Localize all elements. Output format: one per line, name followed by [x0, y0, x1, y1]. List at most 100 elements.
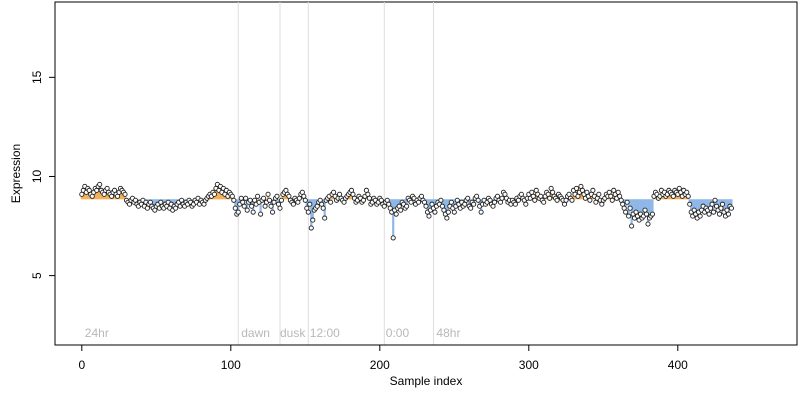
- data-point: [670, 193, 676, 199]
- data-point: [390, 235, 396, 241]
- data-point: [716, 211, 723, 217]
- annotation-label: dawn: [241, 326, 270, 340]
- x-axis-label: Sample index: [390, 374, 463, 388]
- data-point: [398, 207, 404, 213]
- plot-frame: [54, 1, 798, 346]
- x-tick-label: 100: [221, 358, 241, 372]
- data-point: [478, 209, 484, 215]
- data-point: [211, 191, 217, 197]
- data-point: [267, 197, 273, 203]
- data-point: [711, 209, 717, 215]
- data-point: [235, 209, 241, 215]
- data-point: [444, 215, 450, 221]
- data-point: [243, 195, 249, 201]
- data-point: [122, 191, 128, 197]
- data-point: [307, 201, 313, 207]
- annotation-label: 0:00: [386, 326, 410, 340]
- data-point: [475, 197, 481, 203]
- y-tick-label: 15: [30, 70, 44, 84]
- data-point: [728, 205, 734, 211]
- annotation-label: 24hr: [85, 326, 109, 340]
- data-point: [249, 203, 255, 209]
- data-point: [393, 211, 399, 217]
- data-point: [277, 205, 283, 211]
- data-point: [278, 197, 285, 203]
- data-point: [569, 197, 575, 203]
- data-point: [471, 201, 477, 207]
- data-point: [290, 201, 296, 207]
- data-point: [643, 211, 650, 217]
- y-axis: 5 10 15: [30, 70, 56, 279]
- data-point: [404, 203, 410, 209]
- data-point: [426, 213, 432, 219]
- data-point: [626, 213, 632, 219]
- annotation-label: 48hr: [436, 326, 460, 340]
- data-point: [438, 197, 444, 203]
- data-point: [255, 193, 261, 199]
- data-point: [627, 205, 633, 211]
- data-point: [232, 205, 238, 211]
- data-point: [709, 201, 715, 207]
- data-point: [310, 217, 316, 223]
- data-point: [231, 197, 237, 203]
- data-point: [629, 223, 635, 229]
- data-point: [244, 207, 250, 213]
- data-point: [268, 203, 274, 209]
- data-point: [265, 191, 271, 197]
- data-point: [432, 209, 438, 215]
- annotation-labels: 24hr dawn dusk 12:00 0:00 48hr: [85, 326, 461, 340]
- data-point: [573, 185, 580, 191]
- data-point: [445, 209, 451, 215]
- data-point: [247, 197, 253, 203]
- data-point: [541, 199, 547, 205]
- y-axis-label: Expression: [9, 144, 23, 203]
- data-point: [687, 201, 693, 207]
- divider-lines: [237, 2, 434, 345]
- data-point: [719, 201, 726, 207]
- data-points: [79, 181, 734, 241]
- data-point: [465, 195, 471, 201]
- data-point: [547, 195, 553, 201]
- data-point: [468, 205, 474, 211]
- data-point: [322, 215, 328, 221]
- data-point: [328, 199, 334, 205]
- data-point: [408, 199, 414, 205]
- data-point: [523, 201, 529, 207]
- data-point: [649, 211, 656, 217]
- data-point: [624, 199, 630, 205]
- data-point: [706, 211, 712, 217]
- data-point: [512, 201, 518, 207]
- x-tick-label: 200: [370, 358, 390, 372]
- data-point: [609, 197, 615, 203]
- data-point: [366, 195, 372, 201]
- data-point: [685, 193, 691, 199]
- data-point: [596, 191, 602, 197]
- data-point: [725, 211, 732, 217]
- data-point: [261, 195, 267, 201]
- data-point: [320, 205, 326, 211]
- data-point: [250, 209, 256, 215]
- data-point: [302, 197, 308, 203]
- annotation-label: dusk: [280, 326, 306, 340]
- data-point: [448, 199, 454, 205]
- annotation-label: 12:00: [310, 326, 340, 340]
- data-point: [308, 225, 314, 231]
- data-point: [645, 221, 651, 227]
- data-point: [269, 209, 276, 215]
- data-point: [241, 203, 247, 209]
- x-tick-label: 400: [668, 358, 688, 372]
- data-point: [587, 197, 593, 203]
- data-point: [697, 213, 703, 219]
- data-point: [590, 187, 596, 193]
- data-point: [623, 209, 629, 215]
- data-point: [499, 195, 505, 201]
- data-point: [258, 211, 264, 217]
- data-point: [97, 181, 103, 187]
- x-tick-label: 300: [519, 358, 539, 372]
- y-tick-label: 10: [30, 169, 44, 183]
- data-point: [274, 193, 280, 199]
- data-point: [554, 197, 560, 203]
- x-tick-label: 0: [78, 358, 85, 372]
